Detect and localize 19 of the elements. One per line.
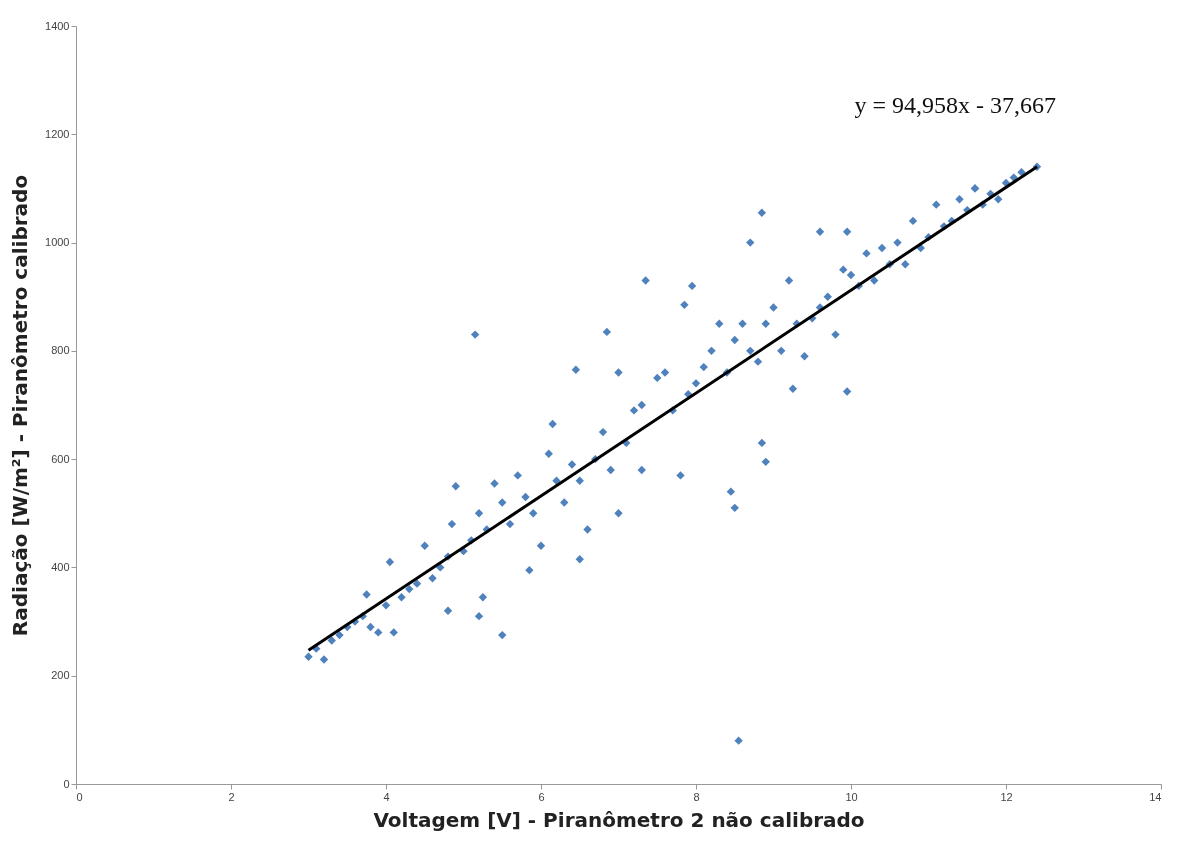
x-tick-label: 10 (845, 790, 858, 803)
x-tick-label: 2 (228, 790, 235, 803)
y-tick-label: 1400 (45, 19, 70, 32)
x-tick-label: 4 (383, 790, 390, 803)
annotation: y = 94,958x - 37,667 (854, 92, 1056, 118)
y-axis-title: Radiação [W/m²] - Piranômetro calibrado (8, 174, 33, 637)
y-tick-label: 200 (51, 669, 70, 682)
x-tick-label: 14 (1149, 790, 1162, 803)
x-axis-title: Voltagem [V] - Piranômetro 2 não calibrado (373, 807, 865, 832)
y-tick-label: 600 (51, 452, 70, 465)
y-tick-label: 0 (63, 777, 70, 790)
x-tick-label: 12 (1000, 790, 1013, 803)
x-tick-label: 6 (538, 790, 545, 803)
x-tick-label: 0 (76, 790, 83, 803)
x-tick-label: 8 (693, 790, 700, 803)
y-tick-label: 1000 (45, 236, 70, 249)
y-tick-label: 1200 (45, 127, 70, 140)
y-tick-label: 800 (51, 344, 70, 357)
y-tick-label: 400 (51, 560, 70, 573)
